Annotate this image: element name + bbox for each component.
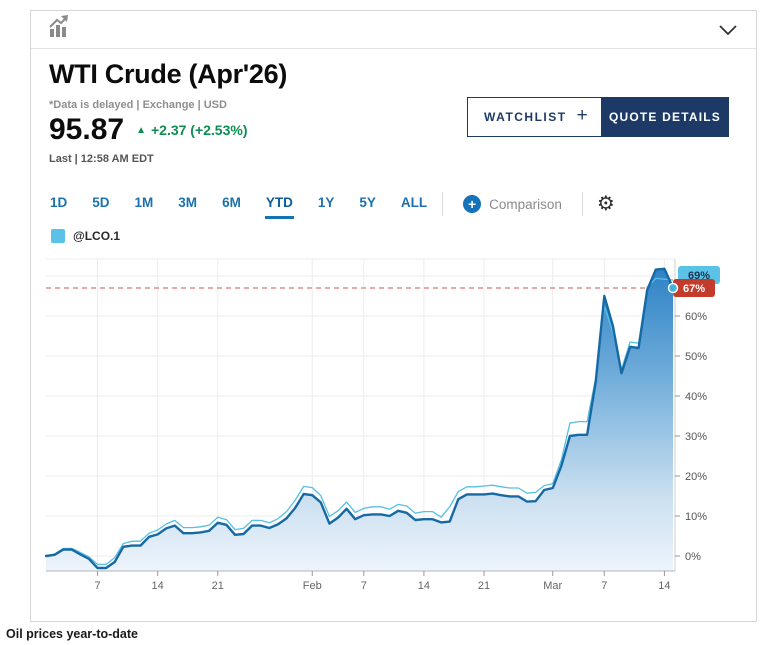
divider <box>442 192 444 216</box>
svg-text:40%: 40% <box>685 391 707 403</box>
change-text: +2.37 (+2.53%) <box>150 122 248 138</box>
comparison-series-line <box>45 277 674 566</box>
plus-icon: + <box>576 105 590 126</box>
tab-all[interactable]: ALL <box>400 189 428 219</box>
page-caption: Oil prices year-to-date <box>6 627 138 641</box>
legend-symbol: @LCO.1 <box>73 229 121 243</box>
price-change: ▲ +2.37 (+2.53%) <box>136 122 247 138</box>
svg-text:Mar: Mar <box>543 580 562 592</box>
price-chart[interactable]: 0% 10% 20% 30% 40% 50% 60% 7 14 21 Feb 7 14 21 Mar 7 14 6… <box>41 251 741 613</box>
settings-gear-icon[interactable]: ⚙ <box>596 193 615 215</box>
last-value-badges: 69%67% <box>667 266 720 297</box>
up-arrow-icon: ▲ <box>136 124 146 136</box>
comparison-label: Comparison <box>489 196 562 212</box>
svg-text:0%: 0% <box>685 551 701 563</box>
add-comparison-icon: + <box>463 195 482 213</box>
instrument-title: WTI Crude (Apr'26) <box>49 59 288 89</box>
watchlist-label: WATCHLIST <box>484 110 567 124</box>
quote-details-label: QUOTE DETAILS <box>608 110 722 124</box>
trending-chart-icon <box>47 15 73 44</box>
svg-text:50%: 50% <box>685 351 707 363</box>
series-end-marker <box>667 282 679 294</box>
svg-text:7: 7 <box>94 580 100 592</box>
range-tabs: 1D 5D 1M 3M 6M YTD 1Y 5Y ALL + Comparison ⚙ <box>49 189 615 219</box>
tab-1d[interactable]: 1D <box>49 189 68 219</box>
last-price: 95.87 <box>49 113 125 146</box>
data-delayed-note: *Data is delayed | Exchange | USD <box>49 99 227 111</box>
svg-text:60%: 60% <box>685 311 707 323</box>
svg-text:14: 14 <box>658 580 670 592</box>
collapse-chevron-button[interactable] <box>716 20 740 40</box>
legend-color-swatch <box>51 229 65 243</box>
svg-text:10%: 10% <box>685 511 707 523</box>
chart-legend: @LCO.1 <box>51 229 120 243</box>
svg-text:21: 21 <box>478 580 490 592</box>
price-row: 95.87 ▲ +2.37 (+2.53%) <box>49 113 248 147</box>
svg-text:14: 14 <box>152 580 164 592</box>
tab-1m[interactable]: 1M <box>134 189 155 219</box>
watchlist-button[interactable]: WATCHLIST + <box>467 97 607 137</box>
svg-text:7: 7 <box>361 580 367 592</box>
svg-text:Feb: Feb <box>303 580 322 592</box>
main-series-area <box>46 268 673 571</box>
svg-text:21: 21 <box>212 580 224 592</box>
main-series-line <box>44 267 675 570</box>
last-updated: Last | 12:58 AM EDT <box>49 153 154 165</box>
widget-topbar <box>31 11 756 49</box>
tab-5y[interactable]: 5Y <box>358 189 377 219</box>
range-tabs-list: 1D 5D 1M 3M 6M YTD 1Y 5Y ALL <box>49 189 428 219</box>
svg-text:67%: 67% <box>683 283 705 295</box>
svg-text:7: 7 <box>601 580 607 592</box>
chart-axes: 0% 10% 20% 30% 40% 50% 60% 7 14 21 Feb 7 14 21 Mar 7 14 <box>46 311 707 592</box>
svg-text:30%: 30% <box>685 431 707 443</box>
tab-ytd[interactable]: YTD <box>264 189 294 219</box>
comparison-button[interactable]: + Comparison <box>457 194 568 214</box>
tab-3m[interactable]: 3M <box>177 189 198 219</box>
tab-6m[interactable]: 6M <box>221 189 242 219</box>
chevron-down-icon <box>719 24 737 35</box>
svg-text:20%: 20% <box>685 471 707 483</box>
quote-details-button[interactable]: QUOTE DETAILS <box>601 97 729 137</box>
tab-5d[interactable]: 5D <box>91 189 110 219</box>
divider <box>581 192 583 216</box>
quote-widget-card: WTI Crude (Apr'26) *Data is delayed | Ex… <box>30 10 757 622</box>
svg-text:14: 14 <box>418 580 430 592</box>
tab-1y[interactable]: 1Y <box>317 189 336 219</box>
